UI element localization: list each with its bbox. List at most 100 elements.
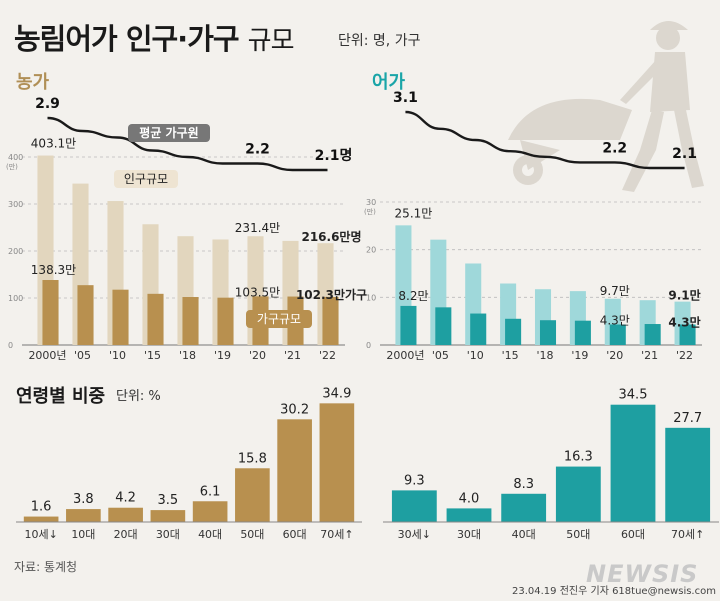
farm-x-tick-label: '20 bbox=[249, 349, 266, 362]
fish-section-title: 어가 bbox=[372, 72, 406, 93]
fish-avg-value-label: 2.2 bbox=[602, 140, 627, 156]
farm-household-value-label: 102.3만가구 bbox=[296, 287, 367, 302]
fish-population-value-label: 9.7만 bbox=[600, 284, 630, 298]
farm_age-bar bbox=[108, 507, 143, 522]
farm_age-value-label: 3.5 bbox=[158, 493, 179, 508]
fish_age-value-label: 4.0 bbox=[459, 491, 480, 506]
farm_age-value-label: 3.8 bbox=[73, 492, 94, 507]
page-title: 농림어가 인구·가구 규모 bbox=[14, 22, 295, 56]
farm-ytick-label: 100 bbox=[8, 294, 23, 303]
fish-x-tick-label: 2000년 bbox=[386, 349, 424, 362]
fish-x-tick-label: '19 bbox=[571, 349, 588, 362]
fish-x-tick-label: '05 bbox=[432, 349, 449, 362]
farm_age-value-label: 34.9 bbox=[322, 386, 351, 401]
farm-section-title: 농가 bbox=[16, 72, 50, 93]
farm-avg-value-label: 2.1명 bbox=[315, 147, 353, 164]
farm-population-value-label: 231.4만 bbox=[235, 221, 280, 235]
fish-ytick-label: 0 bbox=[366, 341, 371, 350]
farm-population-legend: 인구규모 bbox=[124, 172, 168, 186]
fish-household-bar bbox=[539, 320, 557, 345]
fish-x-tick-label: '10 bbox=[467, 349, 484, 362]
farm-household-bar bbox=[112, 289, 129, 345]
fish_age-value-label: 16.3 bbox=[564, 450, 593, 465]
source-note: 자료: 통계청 bbox=[14, 560, 78, 574]
fish-ytick-label: 10 bbox=[366, 293, 376, 302]
farm-population-legend-bg bbox=[114, 170, 178, 188]
farm-household-bar bbox=[322, 296, 339, 345]
farm_age-value-label: 6.1 bbox=[200, 484, 221, 499]
farm-population-value-label: 216.6만명 bbox=[301, 229, 361, 244]
age-unit: 단위: % bbox=[116, 389, 161, 404]
fish_age-bar bbox=[391, 490, 437, 522]
farm-household-bar bbox=[147, 293, 164, 345]
fish_age-bar bbox=[555, 466, 601, 522]
farm_age-bar bbox=[66, 509, 101, 522]
farm-x-tick-label: 2000년 bbox=[28, 349, 66, 362]
farm_age-bar bbox=[150, 510, 186, 522]
fish_age-category-label: 50대 bbox=[566, 528, 590, 541]
farm-avg-value-label: 2.2 bbox=[245, 142, 270, 158]
farm_age-category-label: 10세↓ bbox=[24, 528, 57, 541]
fish-household-bar bbox=[505, 318, 522, 345]
fish-population-value-label: 9.1만 bbox=[668, 288, 700, 303]
fish-household-bar bbox=[435, 307, 452, 345]
fish-x-tick-label: '18 bbox=[536, 349, 553, 362]
farm-ytick-label: 200 bbox=[8, 247, 23, 256]
fish_age-bar bbox=[610, 404, 656, 522]
farmer-wheelbarrow-illustration bbox=[508, 21, 704, 192]
farm-x-tick-label: '22 bbox=[319, 349, 336, 362]
farm_age-value-label: 4.2 bbox=[115, 491, 136, 506]
fish_age-category-label: 60대 bbox=[621, 528, 645, 541]
fish-household-bar bbox=[470, 313, 487, 345]
farm-avg-value-label: 2.9 bbox=[35, 96, 60, 112]
fish-household-bar bbox=[574, 320, 591, 345]
farm-ytick-label: 300 bbox=[8, 200, 23, 209]
farm-household-legend: 가구규모 bbox=[257, 312, 301, 326]
farm_age-value-label: 1.6 bbox=[31, 500, 52, 515]
farm-x-tick-label: '10 bbox=[109, 349, 126, 362]
fish_age-value-label: 27.7 bbox=[673, 411, 702, 426]
fish-avg-value-label: 3.1 bbox=[393, 90, 418, 106]
fish_age-bar bbox=[446, 508, 492, 522]
farm-household-bar bbox=[77, 285, 94, 345]
fish-x-tick-label: '20 bbox=[606, 349, 623, 362]
fish_age-category-label: 30대 bbox=[457, 528, 481, 541]
farm-x-tick-label: '05 bbox=[74, 349, 91, 362]
fish_age-value-label: 8.3 bbox=[513, 477, 534, 492]
farm-x-tick-label: '18 bbox=[179, 349, 196, 362]
farm_age-bar bbox=[277, 419, 312, 522]
fish-household-value-label: 4.3만 bbox=[600, 314, 630, 328]
fish-household-bar bbox=[679, 324, 696, 345]
fish_age-bar bbox=[501, 493, 547, 522]
fish-household-value-label: 8.2만 bbox=[398, 289, 428, 303]
fish-yunit-label: (만) bbox=[364, 207, 376, 216]
farm_age-category-label: 40대 bbox=[198, 528, 222, 541]
fish_age-value-label: 9.3 bbox=[404, 473, 425, 488]
newsis-logo: NEWSIS bbox=[586, 560, 699, 588]
farm-household-legend-bg bbox=[246, 310, 312, 328]
farm-avg-legend: 평균 가구원 bbox=[139, 125, 198, 140]
fish-ytick-label: 30 bbox=[366, 198, 376, 207]
fish_age-value-label: 34.5 bbox=[619, 388, 648, 403]
fish_age-category-label: 40대 bbox=[512, 528, 536, 541]
fish_age-category-label: 30세↓ bbox=[398, 528, 431, 541]
fish_age-category-label: 70세↑ bbox=[671, 528, 704, 541]
farm-avg-household-line bbox=[47, 116, 328, 172]
fish_age-bar bbox=[665, 427, 711, 522]
fish-avg-value-label: 2.1 bbox=[672, 146, 697, 162]
farm_age-category-label: 10대 bbox=[71, 528, 95, 541]
fish-x-tick-label: '22 bbox=[676, 349, 693, 362]
fish-x-tick-label: '21 bbox=[641, 349, 658, 362]
farm_age-value-label: 30.2 bbox=[280, 402, 309, 417]
farm-household-bar bbox=[42, 279, 59, 345]
fish-household-value-label: 4.3만 bbox=[668, 315, 700, 330]
fish-household-bar bbox=[644, 324, 661, 345]
farm_age-category-label: 30대 bbox=[156, 528, 180, 541]
farm-avg-legend-bg bbox=[128, 124, 210, 142]
fish-x-tick-label: '15 bbox=[502, 349, 519, 362]
farm-household-bar bbox=[217, 297, 234, 345]
farm-ytick-label: 0 bbox=[8, 341, 13, 350]
farm_age-category-label: 20대 bbox=[114, 528, 138, 541]
farm-household-value-label: 138.3만 bbox=[31, 263, 76, 277]
